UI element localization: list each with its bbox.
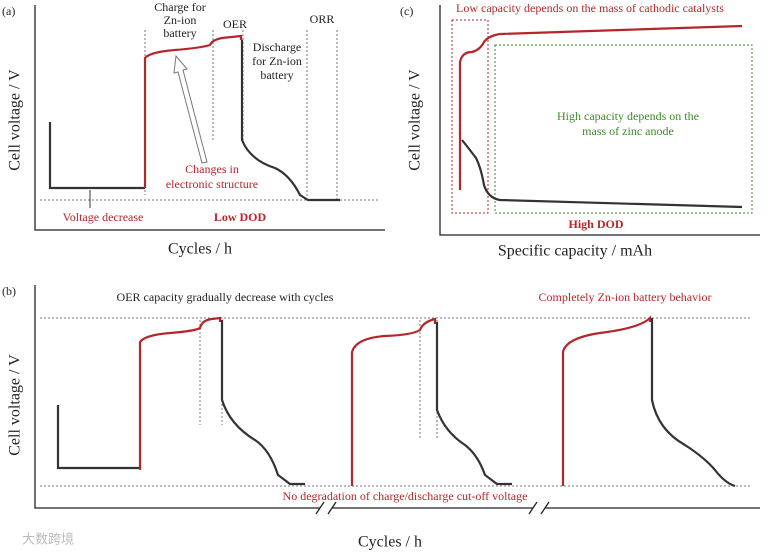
note: OER capacity gradually decrease with cyc…	[117, 290, 334, 304]
guides	[40, 317, 750, 487]
axes	[34, 285, 760, 509]
note: ORR	[310, 12, 335, 26]
note: electronic structure	[166, 177, 258, 191]
hollow-arrow	[173, 54, 208, 164]
x-axis-label: Cycles / h	[168, 241, 232, 258]
curve	[56, 405, 140, 470]
curve	[48, 122, 145, 190]
curve	[240, 40, 340, 202]
note: Zn-ion	[164, 13, 197, 27]
note: Changes in	[185, 162, 239, 176]
region	[451, 19, 489, 214]
curve	[561, 315, 652, 486]
y-axis-label: Cell voltage / V	[7, 354, 24, 456]
note: Low DOD	[214, 210, 267, 224]
panel-b: (b) Cell voltage / V Cycles / h OER capa…	[2, 284, 760, 551]
curve	[435, 322, 512, 486]
note: High capacity depends on the	[557, 109, 699, 123]
axes	[439, 5, 760, 236]
curve	[220, 320, 305, 486]
note: High DOD	[568, 217, 623, 231]
y-axis-label: Cell voltage / V	[407, 69, 424, 171]
panel-label: (b)	[2, 284, 16, 298]
curve	[143, 34, 243, 188]
watermark: 大数跨境	[22, 533, 74, 548]
note: Discharge	[253, 40, 301, 54]
note: Completely Zn-ion battery behavior	[539, 290, 712, 304]
note: mass of zinc anode	[582, 124, 674, 138]
curve	[650, 318, 736, 488]
region	[494, 44, 753, 214]
note: Voltage decrease	[63, 210, 144, 224]
axes	[34, 5, 385, 231]
curve	[461, 139, 743, 209]
x-axis-label: Cycles / h	[358, 534, 422, 551]
curve	[350, 317, 437, 486]
y-axis-label: Cell voltage / V	[7, 69, 24, 171]
curve	[458, 24, 743, 190]
note: No degradation of charge/discharge cut-o…	[283, 489, 528, 503]
axis-break	[315, 501, 550, 515]
guides	[40, 30, 380, 201]
panel-a: (a) Cell voltage / V Cycles / h Charge f…	[2, 0, 385, 258]
panel-label: (a)	[2, 4, 15, 18]
note: Charge for	[154, 0, 205, 14]
note: for Zn-ion	[252, 54, 302, 68]
note: Low capacity depends on the mass of cath…	[456, 1, 724, 15]
note: OER	[223, 17, 247, 31]
x-axis-label: Specific capacity / mAh	[498, 243, 652, 260]
note: battery	[163, 26, 196, 40]
panel-c: (c) Cell voltage / V Specific capacity /…	[400, 1, 760, 260]
panel-label: (c)	[400, 4, 413, 18]
note: battery	[260, 68, 293, 82]
curve	[138, 316, 222, 470]
